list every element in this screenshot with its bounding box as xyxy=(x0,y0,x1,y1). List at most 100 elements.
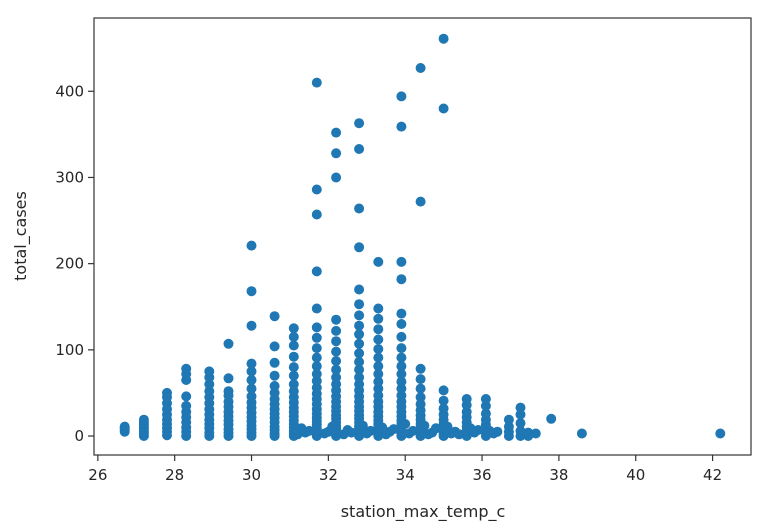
x-tick-label: 28 xyxy=(165,466,184,484)
data-point xyxy=(288,331,299,342)
data-point xyxy=(373,369,384,379)
x-tick-label: 36 xyxy=(473,466,492,484)
data-point xyxy=(373,383,384,394)
data-point xyxy=(396,308,407,319)
data-point xyxy=(454,429,464,440)
data-point xyxy=(288,379,299,390)
y-axis-ticks: 0 100 200 300 400 xyxy=(55,82,94,445)
data-point xyxy=(331,336,342,347)
data-point xyxy=(223,386,234,397)
data-point xyxy=(269,387,280,398)
data-point xyxy=(311,332,322,343)
data-point xyxy=(461,394,472,404)
data-point xyxy=(480,400,491,411)
data-point xyxy=(415,363,426,374)
data-point xyxy=(523,427,534,438)
data-point xyxy=(407,425,418,436)
scatter-points xyxy=(119,33,726,441)
data-point xyxy=(530,428,541,439)
y-tick-label: 300 xyxy=(55,168,84,186)
data-point xyxy=(415,374,426,385)
data-point xyxy=(269,341,280,352)
data-point xyxy=(223,373,234,384)
data-point xyxy=(269,311,280,322)
data-point xyxy=(438,395,449,406)
data-point xyxy=(354,379,365,390)
data-point xyxy=(269,381,280,391)
data-point xyxy=(204,386,215,397)
data-point xyxy=(396,256,407,267)
data-point xyxy=(515,402,526,413)
data-point xyxy=(304,425,315,436)
data-point xyxy=(354,338,365,349)
data-point xyxy=(373,334,384,345)
data-point xyxy=(396,352,407,363)
data-point xyxy=(357,420,368,431)
data-point xyxy=(331,356,342,366)
data-point xyxy=(396,376,407,387)
data-point xyxy=(269,357,280,368)
data-point xyxy=(354,310,365,321)
data-point xyxy=(246,358,257,369)
data-point xyxy=(246,286,257,297)
data-point xyxy=(492,426,503,437)
data-point xyxy=(311,184,322,195)
data-point xyxy=(311,382,322,393)
data-point xyxy=(430,423,441,434)
data-point xyxy=(515,425,526,436)
data-point xyxy=(181,363,192,374)
x-tick-label: 26 xyxy=(88,466,107,484)
data-point xyxy=(373,344,384,354)
data-point xyxy=(373,352,384,363)
data-point xyxy=(296,423,307,434)
data-point xyxy=(473,425,484,435)
data-point xyxy=(311,77,322,88)
data-point xyxy=(373,376,384,387)
data-point xyxy=(331,372,342,383)
data-point xyxy=(415,63,426,73)
data-point xyxy=(246,383,257,394)
data-point xyxy=(396,383,407,394)
data-point xyxy=(246,240,257,251)
data-point xyxy=(331,379,342,390)
data-point xyxy=(311,375,322,386)
data-point xyxy=(503,421,514,432)
data-point xyxy=(288,351,299,362)
data-point xyxy=(331,314,342,325)
data-point xyxy=(354,118,365,129)
data-point xyxy=(576,428,587,439)
data-point xyxy=(438,103,449,114)
data-point xyxy=(515,418,526,429)
data-point xyxy=(373,324,384,335)
data-point xyxy=(438,403,449,414)
data-point xyxy=(181,391,192,402)
data-point xyxy=(354,299,365,310)
data-point xyxy=(246,391,257,402)
data-point xyxy=(480,394,491,404)
data-point xyxy=(311,209,322,220)
data-point xyxy=(162,387,172,398)
data-point xyxy=(181,400,192,411)
y-axis-label: total_cases xyxy=(11,191,31,281)
data-point xyxy=(546,413,557,424)
data-point xyxy=(288,362,299,373)
data-point xyxy=(396,369,407,379)
data-point xyxy=(288,370,299,381)
x-tick-label: 40 xyxy=(626,466,645,484)
x-axis-label: station_max_temp_c xyxy=(341,502,506,522)
data-point xyxy=(396,361,407,372)
data-point xyxy=(138,414,149,425)
data-point xyxy=(354,329,365,340)
data-point xyxy=(311,322,322,333)
data-point xyxy=(288,323,299,334)
data-point xyxy=(288,340,299,351)
data-point xyxy=(331,364,342,375)
data-point xyxy=(388,424,399,435)
data-point xyxy=(396,91,407,102)
data-point xyxy=(715,428,726,439)
x-tick-label: 32 xyxy=(319,466,338,484)
data-point xyxy=(503,414,514,425)
data-point xyxy=(415,196,426,207)
data-point xyxy=(400,419,411,429)
data-point xyxy=(465,423,476,434)
